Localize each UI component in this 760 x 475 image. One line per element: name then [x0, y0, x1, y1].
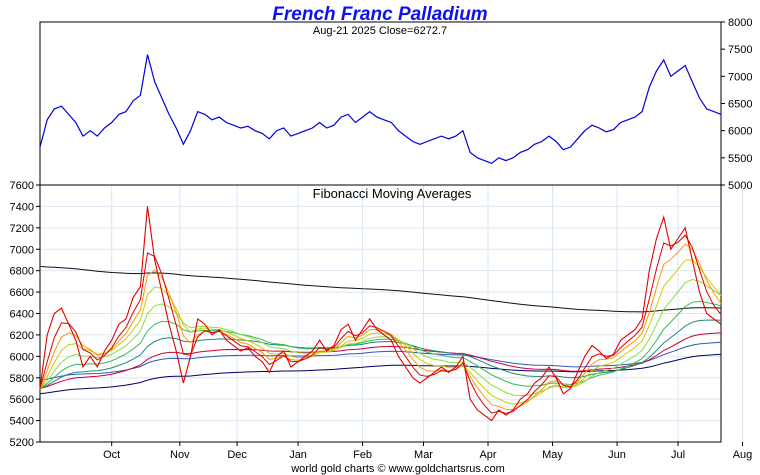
price-series: [39, 54, 722, 164]
ma-line-55: [39, 332, 722, 389]
xtick-label-nov: Nov: [170, 449, 190, 461]
ma-line-3: [39, 234, 722, 414]
xtick-label-feb: Feb: [353, 449, 372, 461]
xtick-label-jun: Jun: [608, 449, 626, 461]
chart-subtitle: Aug-21 2025 Close=6272.7: [313, 25, 447, 37]
ma-ytick-label: 5400: [10, 416, 34, 428]
ma-line-34: [39, 319, 722, 389]
ma-series: [39, 206, 722, 422]
ma-ytick-label: 6400: [10, 309, 34, 321]
price-ytick-label: 5000: [728, 180, 752, 192]
price-ytick-label: 7000: [728, 71, 752, 83]
xtick-label-apr: Apr: [479, 449, 496, 461]
ma-ytick-label: 7400: [10, 201, 34, 213]
xtick-label-mar: Mar: [414, 449, 433, 461]
ma-ytick-label: 6200: [10, 330, 34, 342]
ma-line-233: [39, 265, 722, 313]
price-line: [39, 54, 722, 164]
price-ytick-label: 8000: [728, 17, 752, 29]
ma-panel: Fibonacci Moving Averages 5200 5400 5600 58…: [10, 180, 753, 461]
price-y-axis: 5000 5500 6000 6500 7000 7500 8000: [721, 17, 752, 192]
ma-price-line: [39, 206, 722, 422]
ma-ytick-label: 6800: [10, 266, 34, 278]
ma-ytick-label: 6000: [10, 351, 34, 363]
ma-ytick-label: 5600: [10, 394, 34, 406]
xtick-label-dec: Dec: [227, 449, 247, 461]
ma-line-13: [39, 278, 722, 397]
ma-y-axis: 5200 5400 5600 5800 6000 6200 6400 6600 6800 7000…: [10, 180, 40, 449]
chart-title: French Franc Palladium: [272, 4, 487, 25]
price-ytick-label: 7500: [728, 44, 752, 56]
ma-ytick-label: 7000: [10, 244, 34, 256]
xtick-label-jan: Jan: [289, 449, 307, 461]
price-ytick-label: 6500: [728, 99, 752, 111]
ma-ytick-label: 5200: [10, 437, 34, 449]
ma-line-5: [39, 243, 722, 411]
footer-credit: world gold charts © www.goldchartsrus.co…: [290, 463, 505, 475]
xtick-label-may: May: [542, 449, 563, 461]
ma-ytick-label: 7600: [10, 180, 34, 192]
ma-ytick-label: 7200: [10, 223, 34, 235]
ma-panel-title: Fibonacci Moving Averages: [313, 186, 472, 201]
price-panel: French Franc Palladium Aug-21 2025 Close…: [39, 4, 752, 192]
ma-line-8: [39, 259, 722, 405]
ma-ytick-label: 6600: [10, 287, 34, 299]
price-ytick-label: 6000: [728, 126, 752, 138]
ma-ytick-label: 5800: [10, 373, 34, 385]
ma-line-89: [39, 341, 722, 381]
xtick-label-jul: Jul: [671, 449, 685, 461]
xtick-label-oct: Oct: [103, 449, 120, 461]
price-ytick-label: 5500: [728, 153, 752, 165]
xtick-label-aug: Aug: [733, 449, 753, 461]
ma-line-21: [39, 300, 722, 389]
x-axis: Oct Nov Dec Jan Feb Mar Apr May Jun Jul Aug: [103, 442, 752, 461]
